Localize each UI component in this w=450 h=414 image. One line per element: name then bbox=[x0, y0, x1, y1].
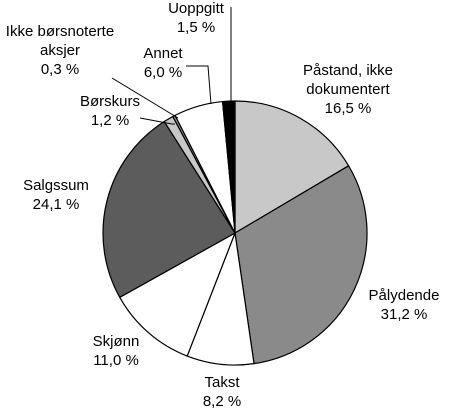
pie-slice-salgssum bbox=[102, 120, 236, 298]
slice-label-pastand-ikke-dokumentert: Påstand, ikke dokumentert 16,5 % bbox=[303, 62, 393, 117]
leader-line-annet bbox=[186, 65, 212, 105]
slice-label-borskurs: Børskurs 1,2 % bbox=[80, 93, 140, 129]
pie-slice-pastand-ikke-dokumentert bbox=[234, 100, 350, 234]
slice-label-takst: Takst 8,2 % bbox=[203, 374, 241, 410]
slices-layer bbox=[102, 100, 368, 366]
slice-label-palydende: Pålydende 31,2 % bbox=[369, 287, 440, 323]
pie-slice-skjonn bbox=[119, 232, 236, 357]
leader-lines-layer bbox=[111, 7, 232, 125]
pie-slice-palydende bbox=[234, 165, 368, 365]
slice-label-uoppgitt: Uoppgitt 1,5 % bbox=[168, 0, 225, 36]
slice-label-annet: Annet 6,0 % bbox=[143, 45, 183, 81]
pie-slice-uoppgitt bbox=[221, 100, 236, 234]
labels-layer: Påstand, ikke dokumentert 16,5 % Pålydende 3… bbox=[6, 0, 440, 410]
leader-line-borskurs bbox=[139, 117, 175, 125]
leader-line-ikke-borsnoterte-aksjer bbox=[111, 77, 179, 119]
slice-label-skjonn: Skjønn 11,0 % bbox=[93, 333, 140, 369]
slice-label-salgssum: Salgssum 24,1 % bbox=[23, 177, 89, 213]
slice-label-ikke-borsnoterte-aksjer: Ikke børsnoterte aksjer 0,3 % bbox=[6, 23, 114, 78]
